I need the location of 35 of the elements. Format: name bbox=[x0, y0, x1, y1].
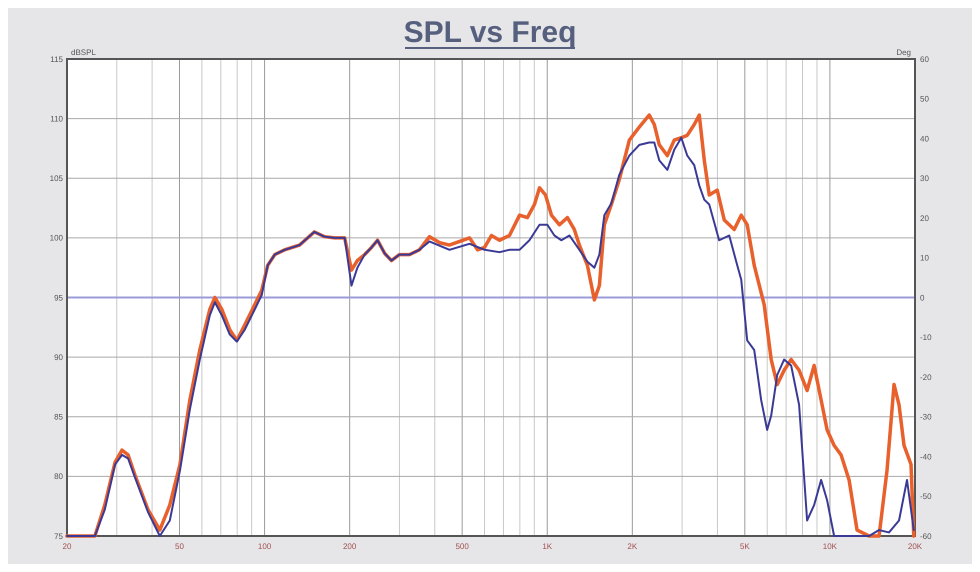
x-tick-label: 500 bbox=[455, 542, 470, 551]
y2-tick-label: -30 bbox=[920, 412, 932, 422]
x-tick-label: 1K bbox=[542, 542, 553, 551]
y2-tick-label: -50 bbox=[920, 492, 932, 502]
y2-tick-label: -10 bbox=[920, 333, 932, 342]
x-tick-label: 20K bbox=[908, 542, 923, 551]
y2-tick-label: -20 bbox=[920, 372, 932, 382]
x-tick-label: 100 bbox=[258, 542, 272, 551]
y-tick-label: 75 bbox=[54, 532, 64, 541]
y-axis-title: dBSPL bbox=[71, 48, 96, 57]
y-tick-label: 80 bbox=[54, 472, 64, 482]
x-tick-label: 10K bbox=[822, 542, 838, 551]
x-tick-label: 2K bbox=[627, 542, 638, 551]
x-tick-label: 200 bbox=[342, 542, 357, 551]
y2-tick-label: -40 bbox=[920, 452, 932, 462]
y2-tick-label: 50 bbox=[920, 94, 930, 104]
x-tick-label: 50 bbox=[175, 542, 184, 551]
chart-title: SPL vs Freq bbox=[404, 16, 576, 49]
y-tick-label: 100 bbox=[50, 234, 64, 243]
y2-axis-title: Deg bbox=[896, 48, 911, 57]
y2-tick-label: 0 bbox=[920, 293, 925, 302]
y2-tick-label: -60 bbox=[920, 532, 932, 541]
x-tick-label: 5K bbox=[740, 542, 750, 551]
y2-tick-label: 10 bbox=[920, 254, 930, 263]
y-tick-label: 95 bbox=[54, 293, 64, 302]
y-tick-label: 110 bbox=[50, 114, 64, 124]
y2-tick-label: 20 bbox=[920, 214, 930, 223]
y-tick-label: 115 bbox=[50, 54, 64, 64]
y2-tick-label: 60 bbox=[920, 54, 930, 64]
y2-tick-label: 40 bbox=[920, 134, 930, 144]
y-tick-label: 85 bbox=[54, 412, 64, 422]
y-tick-label: 105 bbox=[50, 174, 64, 184]
x-tick-label: 20 bbox=[62, 542, 72, 551]
y-tick-label: 90 bbox=[54, 352, 64, 362]
y2-tick-label: 30 bbox=[920, 174, 930, 184]
